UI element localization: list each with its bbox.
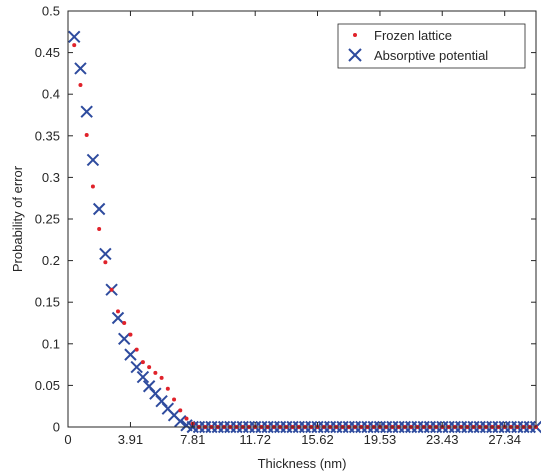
legend: Frozen lattice Absorptive potential (337, 23, 526, 69)
data-point-frozen-lattice (78, 83, 83, 88)
y-tick-label: 0.2 (42, 253, 60, 268)
data-point-frozen-lattice (134, 347, 139, 352)
data-point-absorptive-potential (111, 311, 125, 325)
y-tick-label: 0.35 (35, 128, 60, 143)
x-marker-stroke (74, 62, 87, 75)
x-tick-label: 0 (64, 432, 71, 447)
data-point-frozen-lattice (90, 184, 95, 189)
x-marker-stroke (124, 348, 137, 361)
y-tick-label: 0.05 (35, 378, 60, 393)
data-point-frozen-lattice (140, 360, 145, 365)
data-point-absorptive-potential (99, 247, 112, 261)
data-point-absorptive-potential (174, 414, 187, 428)
y-tick-label: 0.25 (35, 212, 60, 227)
y-tick-label: 0.4 (42, 87, 60, 102)
data-point-absorptive-potential (80, 105, 93, 118)
x-marker-stroke (92, 202, 106, 216)
x-marker-stroke (118, 332, 131, 346)
data-point-frozen-lattice (184, 416, 189, 421)
x-marker-stroke (149, 387, 162, 400)
x-tick-label: 19.53 (364, 432, 397, 447)
x-marker-stroke (167, 409, 181, 422)
data-point-frozen-lattice (172, 397, 177, 402)
x-tick-label: 27.34 (488, 432, 521, 447)
data-point-frozen-lattice (128, 332, 133, 337)
data-point-frozen-lattice (122, 321, 127, 325)
data-point-absorptive-potential (136, 370, 150, 384)
x-axis-label: Thickness (nm) (258, 456, 347, 471)
x-marker-stroke (136, 370, 150, 384)
data-point-frozen-lattice (115, 309, 120, 314)
y-tick-label: 0 (53, 420, 60, 435)
data-point-frozen-lattice (109, 287, 114, 292)
y-tick-label: 0.45 (35, 45, 60, 60)
data-point-absorptive-potential (118, 332, 131, 346)
plot-area (68, 11, 536, 427)
axis-ticks: 0 3.91 7.81 11.72 15.62 19.53 23.43 27.34 0 0.05 0… (35, 4, 536, 447)
x-marker-stroke (80, 105, 93, 118)
data-point-frozen-lattice (103, 260, 108, 265)
legend-marker-absorptive-potential (348, 48, 362, 62)
x-tick-label: 23.43 (426, 432, 459, 447)
y-tick-label: 0.3 (42, 170, 60, 185)
data-point-frozen-lattice (97, 226, 102, 231)
x-tick-label: 11.72 (239, 432, 271, 447)
data-point-frozen-lattice (147, 365, 152, 370)
x-marker-stroke (180, 419, 193, 432)
legend-box (337, 23, 526, 69)
x-marker-stroke (68, 30, 81, 43)
y-tick-label: 0.1 (42, 336, 60, 351)
data-point-absorptive-potential (86, 153, 100, 167)
x-marker-stroke (155, 395, 168, 408)
x-marker-stroke (142, 380, 156, 393)
data-point-frozen-lattice (84, 132, 89, 137)
x-marker-stroke (174, 414, 187, 428)
legend-label-absorptive-potential: Absorptive potential (374, 48, 488, 63)
data-point-frozen-lattice (72, 43, 77, 48)
data-point-absorptive-potential (68, 30, 81, 43)
y-axis-label: Probability of error (10, 165, 25, 272)
x-marker-stroke (99, 247, 112, 261)
x-tick-label: 7.81 (180, 432, 205, 447)
data-point-absorptive-potential (130, 360, 143, 374)
legend-marker-frozen-lattice (353, 33, 357, 37)
data-point-frozen-lattice (153, 370, 158, 375)
data-point-frozen-lattice (165, 386, 170, 391)
x-marker-stroke (86, 153, 100, 167)
data-point-absorptive-potential (74, 62, 87, 75)
x-marker-stroke (161, 402, 175, 415)
x-tick-label: 3.91 (118, 432, 143, 447)
y-tick-label: 0.5 (42, 4, 60, 19)
x-tick-label: 15.62 (301, 432, 334, 447)
data-point-absorptive-potential (124, 348, 137, 361)
x-marker-stroke (130, 360, 143, 374)
x-marker-stroke (111, 311, 125, 325)
data-point-absorptive-potential (92, 202, 106, 216)
data-point-frozen-lattice (159, 375, 164, 380)
y-tick-label: 0.15 (35, 295, 60, 310)
legend-label-frozen-lattice: Frozen lattice (374, 28, 452, 43)
data-point-frozen-lattice (178, 408, 183, 413)
